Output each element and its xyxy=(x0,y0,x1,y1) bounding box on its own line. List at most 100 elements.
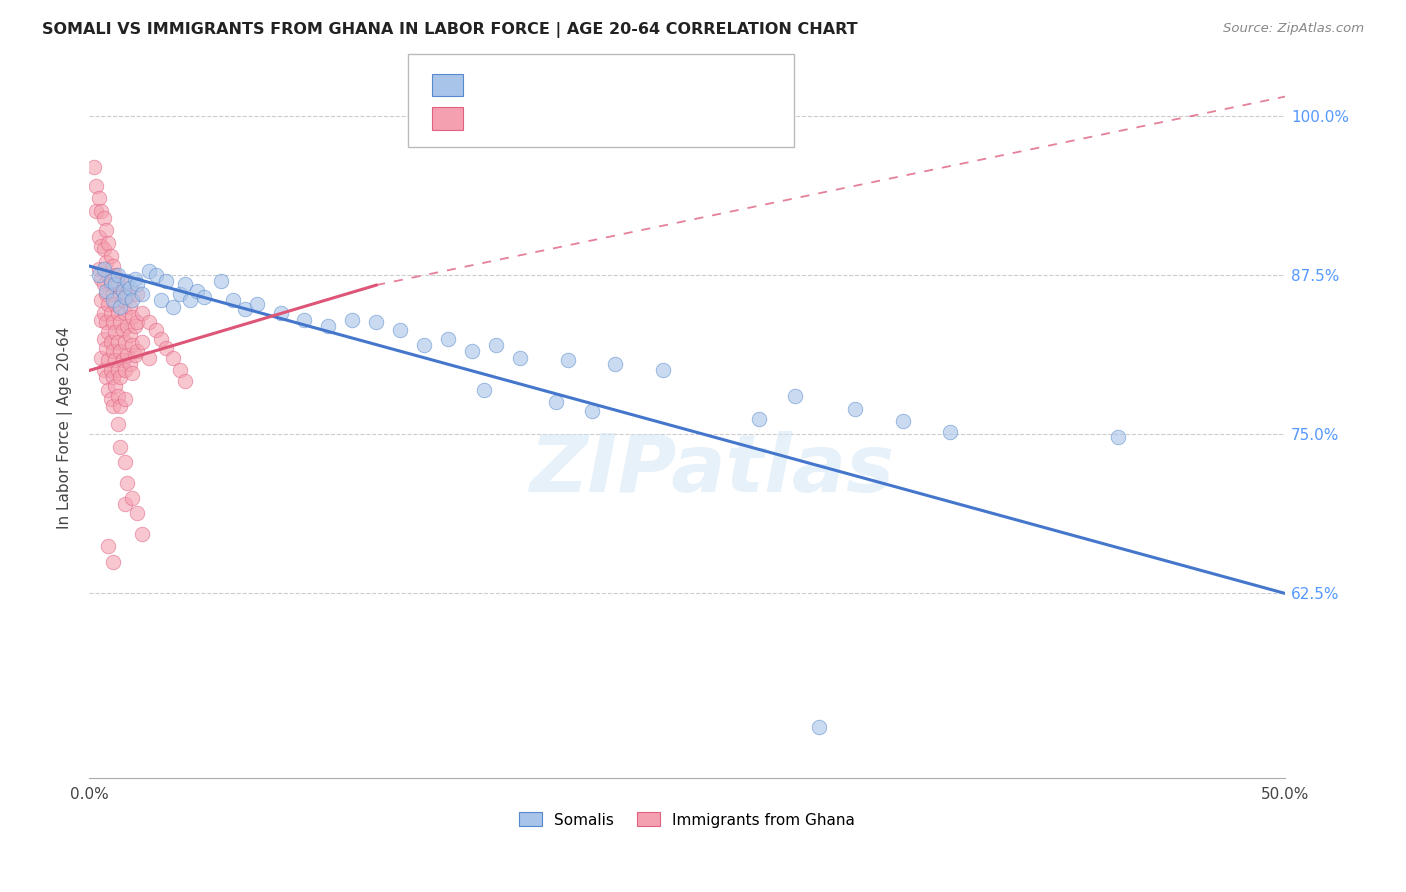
Point xyxy=(83,160,105,174)
Point xyxy=(97,539,120,553)
Text: 98: 98 xyxy=(628,112,650,126)
Point xyxy=(110,344,132,359)
Point xyxy=(544,395,567,409)
Point xyxy=(209,274,232,288)
Point xyxy=(90,293,112,308)
Point xyxy=(121,310,143,324)
Point xyxy=(125,277,148,291)
Point xyxy=(87,261,110,276)
Point xyxy=(90,272,112,286)
Point xyxy=(107,306,129,320)
Point xyxy=(101,293,124,308)
Point xyxy=(131,335,153,350)
Point xyxy=(107,277,129,291)
Point xyxy=(94,255,117,269)
Point xyxy=(155,341,177,355)
Legend: Somalis, Immigrants from Ghana: Somalis, Immigrants from Ghana xyxy=(513,806,862,834)
Point xyxy=(93,332,115,346)
Point xyxy=(104,277,127,291)
Point xyxy=(97,383,120,397)
Point xyxy=(100,249,122,263)
Point xyxy=(169,363,191,377)
Point xyxy=(652,363,675,377)
Point xyxy=(124,272,146,286)
Point xyxy=(270,306,292,320)
Point xyxy=(891,414,914,428)
Text: R =: R = xyxy=(477,112,510,126)
Point xyxy=(104,326,127,340)
Point xyxy=(94,369,117,384)
Text: N =: N = xyxy=(589,112,623,126)
Point xyxy=(138,315,160,329)
Point xyxy=(118,327,141,342)
Point xyxy=(107,417,129,431)
Point xyxy=(94,341,117,355)
Point xyxy=(221,293,243,308)
Text: Source: ZipAtlas.com: Source: ZipAtlas.com xyxy=(1223,22,1364,36)
Point xyxy=(110,440,132,454)
Point xyxy=(101,287,124,301)
Point xyxy=(110,287,132,301)
Point xyxy=(101,315,124,329)
Point xyxy=(94,287,117,301)
Point xyxy=(114,363,136,377)
Point xyxy=(100,274,122,288)
Point xyxy=(162,300,184,314)
Point xyxy=(87,229,110,244)
Point xyxy=(125,344,148,359)
Text: N =: N = xyxy=(589,78,623,92)
Point xyxy=(107,335,129,350)
Point xyxy=(90,238,112,252)
Point xyxy=(179,293,201,308)
Point xyxy=(118,300,141,314)
Point xyxy=(748,412,770,426)
Point xyxy=(94,223,117,237)
Point xyxy=(125,315,148,329)
Point xyxy=(366,315,388,329)
Point xyxy=(111,293,134,308)
Point xyxy=(125,506,148,520)
Point xyxy=(110,369,132,384)
Point xyxy=(162,351,184,365)
Point xyxy=(100,392,122,406)
Point xyxy=(93,306,115,320)
Point xyxy=(173,374,195,388)
Point xyxy=(509,351,531,365)
Point xyxy=(97,236,120,251)
Point xyxy=(605,357,627,371)
Point xyxy=(169,287,191,301)
Point xyxy=(107,389,129,403)
Point xyxy=(101,399,124,413)
Point xyxy=(101,369,124,384)
Point xyxy=(117,348,139,362)
Text: R =: R = xyxy=(477,78,510,92)
Point xyxy=(131,526,153,541)
Point xyxy=(90,312,112,326)
Point xyxy=(117,274,139,288)
Y-axis label: In Labor Force | Age 20-64: In Labor Force | Age 20-64 xyxy=(58,326,73,529)
Point xyxy=(97,297,120,311)
Point xyxy=(114,306,136,320)
Point xyxy=(114,392,136,406)
Point xyxy=(110,399,132,413)
Point xyxy=(121,366,143,380)
Point xyxy=(97,353,120,368)
Point xyxy=(114,455,136,469)
Point xyxy=(93,243,115,257)
Point xyxy=(111,285,134,299)
Point xyxy=(124,348,146,362)
Point xyxy=(472,383,495,397)
Point xyxy=(104,268,127,282)
Point xyxy=(149,332,172,346)
Point xyxy=(173,277,195,291)
Point xyxy=(90,351,112,365)
Point xyxy=(246,297,269,311)
Point xyxy=(413,338,436,352)
Point xyxy=(294,312,316,326)
Point xyxy=(807,720,830,734)
Point xyxy=(121,293,143,308)
Point xyxy=(86,178,108,193)
Point xyxy=(114,497,136,511)
Point xyxy=(145,323,167,337)
Point xyxy=(186,285,208,299)
